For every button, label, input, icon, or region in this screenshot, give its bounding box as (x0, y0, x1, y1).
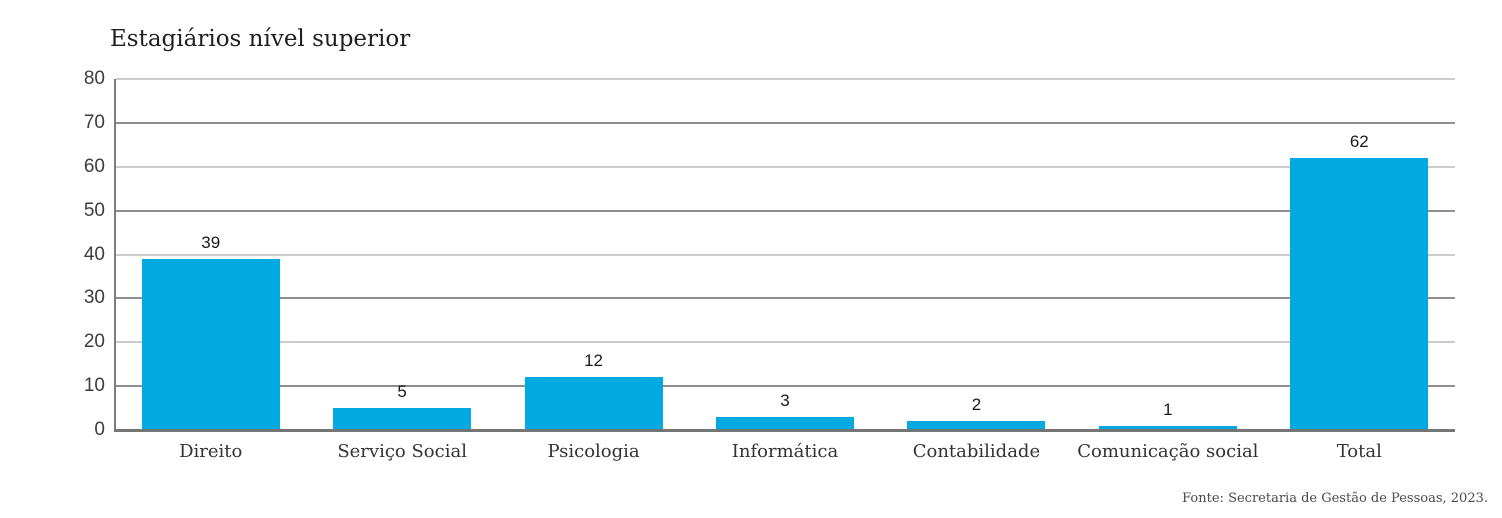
bar-value-label-psicologia: 12 (584, 351, 604, 371)
bar-value-label-direito: 39 (201, 232, 221, 252)
y-tick-label-80: 80 (83, 68, 105, 89)
x-category-label-total: Total (1336, 441, 1382, 462)
bar-direito (141, 258, 280, 430)
y-axis-line (114, 79, 116, 431)
bar-total (1290, 157, 1429, 430)
bar-value-label-informatica: 3 (780, 390, 790, 410)
y-tick-label-70: 70 (83, 111, 105, 133)
bar-value-label-servico-social: 5 (397, 382, 407, 402)
bar-comunicacao-social (1098, 425, 1237, 430)
gridline-30 (116, 297, 1455, 300)
y-tick-label-30: 30 (83, 287, 105, 309)
bar-value-label-total: 62 (1349, 131, 1369, 151)
x-axis-line (114, 429, 1455, 432)
gridline-80 (116, 78, 1455, 80)
y-tick-label-20: 20 (83, 331, 105, 353)
gridline-60 (116, 165, 1455, 168)
x-category-label-comunicacao-social: Comunicação social (1077, 441, 1259, 462)
y-tick-label-10: 10 (83, 375, 105, 397)
bar-value-label-contabilidade: 2 (971, 395, 982, 415)
chart-title: Estagiários nível superior (110, 26, 411, 52)
x-category-label-direito: Direito (179, 441, 243, 462)
y-tick-label-60: 60 (83, 155, 105, 177)
gridline-10 (116, 385, 1455, 388)
gridline-40 (116, 253, 1455, 256)
gridline-50 (116, 209, 1455, 212)
source-note: Fonte: Secretaria de Gestão de Pessoas, … (1182, 491, 1488, 506)
x-category-label-contabilidade: Contabilidade (912, 441, 1041, 462)
gridline-70 (116, 121, 1455, 124)
y-tick-label-50: 50 (83, 199, 105, 221)
bar-value-label-comunicacao-social: 1 (1163, 399, 1173, 419)
x-category-label-psicologia: Psicologia (547, 441, 640, 462)
y-tick-label-0: 0 (94, 419, 105, 440)
bar-informatica (716, 416, 854, 430)
gridline-20 (116, 341, 1455, 344)
bar-servico-social (333, 408, 472, 430)
bar-contabilidade (907, 421, 1046, 430)
y-tick-label-40: 40 (83, 243, 105, 265)
bar-psicologia (524, 377, 663, 430)
x-category-label-informatica: Informática (731, 441, 839, 462)
x-category-label-servico-social: Serviço Social (337, 441, 467, 462)
